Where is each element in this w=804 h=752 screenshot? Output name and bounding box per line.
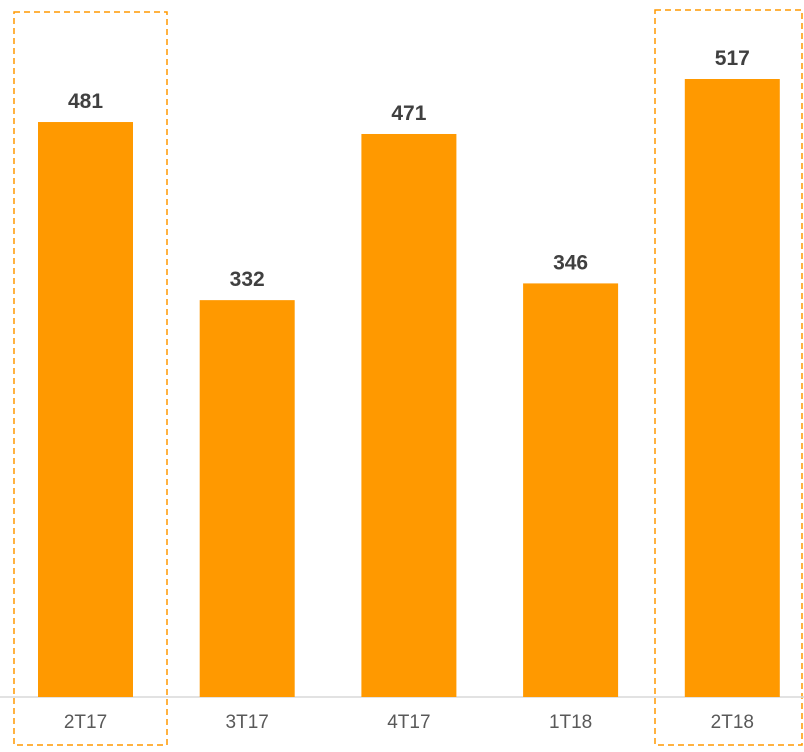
x-tick-label: 3T17 <box>226 712 269 733</box>
bar <box>38 122 133 697</box>
x-tick-label: 2T18 <box>711 712 754 733</box>
x-tick-label: 4T17 <box>387 712 430 733</box>
bar <box>523 283 619 697</box>
x-tick-label: 1T18 <box>549 712 592 733</box>
bar <box>684 79 780 697</box>
data-label: 471 <box>391 102 426 125</box>
data-label: 332 <box>230 268 265 291</box>
data-label: 481 <box>68 90 103 113</box>
data-label: 346 <box>553 251 588 274</box>
x-tick-label: 2T17 <box>64 712 107 733</box>
highlight-box <box>654 9 803 746</box>
highlight-box <box>13 11 168 746</box>
bar <box>199 300 295 697</box>
bar <box>361 133 457 698</box>
data-label: 517 <box>715 47 750 70</box>
